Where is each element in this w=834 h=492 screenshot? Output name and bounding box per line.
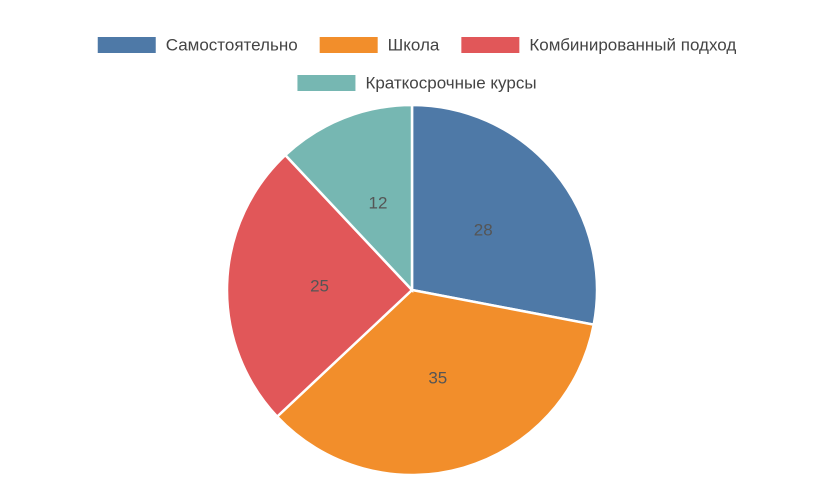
legend-swatch <box>319 37 378 53</box>
legend-label: Комбинированный подход <box>529 35 736 54</box>
legend-item: Школа <box>319 35 440 54</box>
pie-slice <box>275 288 596 477</box>
data-label: 28 <box>474 221 493 240</box>
legend-item: Самостоятельно <box>97 35 298 54</box>
legend-label: Краткосрочные курсы <box>365 73 536 92</box>
data-label: 25 <box>310 277 329 296</box>
legend-item: Комбинированный подход <box>461 35 736 54</box>
legend-swatch <box>297 75 356 91</box>
pie-slice <box>410 103 599 327</box>
legend-swatch <box>97 37 156 53</box>
data-label: 35 <box>428 368 447 387</box>
legend-label: Школа <box>388 35 440 54</box>
legend-label: Самостоятельно <box>166 35 298 54</box>
pie-slice <box>225 153 414 419</box>
legend-item: Краткосрочные курсы <box>297 73 537 92</box>
data-label: 12 <box>368 193 387 212</box>
legend-swatch <box>461 37 520 53</box>
pie-slice <box>283 103 414 294</box>
